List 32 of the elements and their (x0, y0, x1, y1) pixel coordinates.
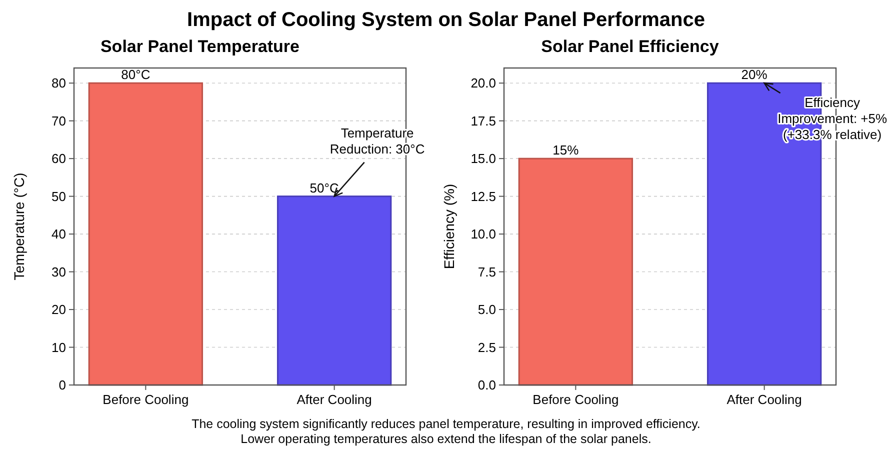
y-tick-label: 15.0 (470, 151, 496, 166)
y-tick-label: 0 (58, 378, 66, 393)
y-tick-label: 20.0 (470, 76, 496, 91)
y-tick-label: 50 (52, 188, 66, 204)
data-label: 50°C (310, 180, 339, 196)
data-label: 20% (741, 67, 768, 82)
y-tick-label: 17.5 (470, 113, 496, 128)
x-tick-label: Before Cooling (102, 392, 189, 407)
chart-title: Solar Panel Efficiency (541, 37, 720, 56)
x-tick-label: After Cooling (726, 392, 802, 407)
text: The cooling system significantly reduces panel temperature, resulting in improved efficiency. Lower operating temperatures also extend the lifespan of the solar panels. (192, 417, 700, 446)
y-tick-label: 7.5 (478, 264, 496, 280)
y-tick-label: 20 (52, 302, 66, 318)
y-tick-label: 12.5 (470, 188, 496, 204)
data-label: 80°C (121, 67, 150, 82)
data-label: 15% (552, 142, 580, 158)
y-tick-label: 2.5 (478, 340, 496, 355)
y-tick-label: 80 (52, 76, 66, 91)
y-tick-label: 30 (52, 264, 66, 280)
text: Impact of Cooling System on Solar Panel Performance (187, 9, 705, 31)
y-tick-label: 10.0 (470, 226, 496, 242)
y-tick-label: 40 (52, 226, 66, 242)
y-axis-title: Temperature (°C) (11, 172, 27, 280)
y-axis-title: Efficiency (%) (441, 184, 457, 270)
y-tick-label: 10 (52, 340, 66, 355)
y-tick-label: 5.0 (478, 302, 496, 318)
y-tick-label: 70 (52, 113, 66, 128)
x-tick-label: After Cooling (296, 392, 372, 407)
y-tick-label: 0.0 (478, 378, 496, 393)
chart-title: Solar Panel Temperature (100, 37, 300, 56)
y-tick-label: 60 (52, 151, 66, 166)
x-tick-label: Before Cooling (532, 392, 619, 407)
